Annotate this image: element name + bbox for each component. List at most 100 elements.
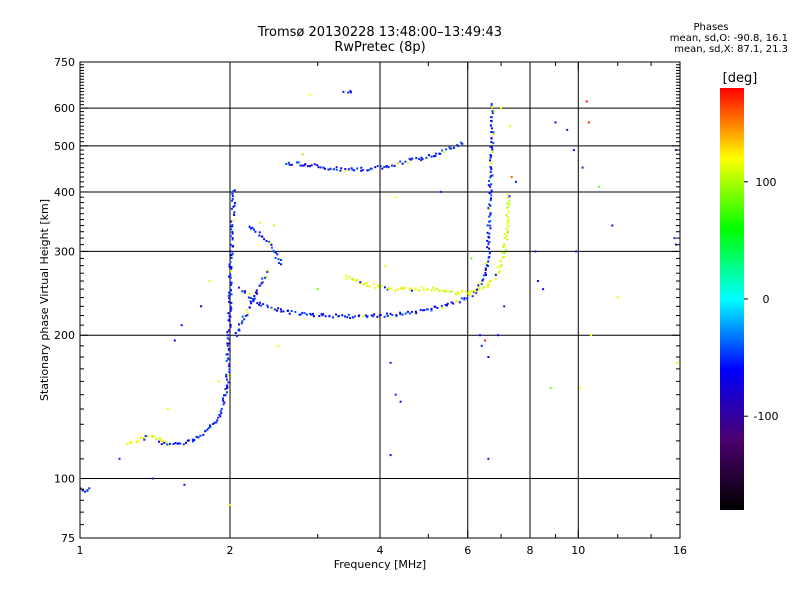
data-point: [260, 304, 263, 307]
data-point: [362, 315, 365, 318]
data-point: [301, 164, 304, 167]
data-point: [379, 165, 382, 168]
data-point: [387, 288, 390, 291]
data-point: [465, 290, 467, 293]
data-point: [341, 314, 344, 317]
data-point: [401, 162, 404, 165]
data-point: [165, 441, 168, 444]
data-point: [494, 273, 497, 276]
data-point: [231, 252, 234, 255]
data-point: [225, 359, 228, 362]
data-point: [241, 315, 244, 318]
data-point: [231, 237, 234, 240]
data-point: [277, 258, 280, 261]
x-tick-label: 6: [464, 544, 471, 557]
data-point: [418, 289, 421, 292]
data-point: [258, 303, 261, 306]
data-point: [259, 221, 262, 224]
phase-stats-heading: Phases: [693, 22, 729, 33]
data-point: [487, 207, 490, 210]
data-point: [383, 166, 386, 168]
data-point: [229, 250, 232, 253]
data-point: [250, 297, 252, 299]
data-point: [290, 310, 293, 312]
data-point: [228, 300, 231, 303]
data-point: [301, 153, 304, 156]
data-point: [318, 315, 321, 317]
data-point: [384, 264, 387, 267]
data-point: [324, 315, 327, 318]
data-point: [486, 285, 489, 288]
data-point: [344, 168, 347, 170]
data-point: [234, 332, 237, 334]
data-point: [503, 305, 506, 308]
data-point: [426, 308, 428, 311]
data-point: [229, 305, 232, 308]
data-point: [500, 107, 503, 110]
data-point: [217, 416, 220, 419]
data-point: [312, 312, 314, 315]
data-point: [498, 265, 501, 268]
data-point: [231, 225, 234, 228]
data-point: [233, 211, 236, 214]
data-point: [437, 289, 440, 292]
data-point: [399, 313, 402, 316]
data-point: [489, 212, 492, 215]
data-point: [209, 425, 212, 428]
data-point: [262, 303, 265, 306]
data-point: [229, 261, 232, 264]
chart-title: Tromsø 20130228 13:48:00–13:49:43: [257, 25, 503, 40]
data-point: [231, 232, 234, 235]
data-point: [238, 329, 241, 332]
data-point: [359, 281, 362, 284]
data-point: [252, 299, 255, 302]
data-point: [491, 151, 494, 153]
data-point: [225, 373, 228, 376]
data-point: [376, 315, 379, 318]
data-point: [228, 338, 231, 341]
data-point: [488, 208, 491, 211]
data-point: [443, 151, 446, 154]
data-point: [244, 315, 247, 317]
data-point: [273, 251, 276, 254]
data-point: [537, 280, 539, 282]
data-point: [374, 166, 377, 169]
data-point: [309, 312, 312, 315]
data-point: [195, 435, 198, 438]
data-point: [497, 271, 500, 274]
data-point: [428, 154, 430, 157]
data-point: [393, 164, 396, 167]
data-point: [579, 386, 582, 389]
data-point: [460, 297, 463, 300]
data-point: [452, 302, 455, 305]
data-point: [575, 250, 578, 253]
data-point: [270, 243, 273, 246]
data-point: [434, 305, 437, 308]
data-point: [275, 251, 277, 254]
data-point: [491, 148, 494, 151]
data-point: [306, 165, 309, 168]
chart-subtitle: RwPretec (8p): [334, 40, 426, 55]
data-point: [489, 116, 492, 118]
data-point: [166, 443, 169, 446]
data-point: [430, 155, 433, 158]
data-point: [410, 287, 413, 290]
data-point: [253, 228, 255, 231]
data-point: [304, 163, 307, 166]
y-tick-label: 400: [54, 186, 75, 199]
colorbar-tick-label: 0: [763, 293, 770, 306]
data-point: [229, 315, 232, 318]
data-point: [322, 313, 325, 316]
data-point: [486, 246, 489, 249]
data-point: [249, 300, 252, 303]
data-point: [487, 184, 490, 187]
data-point: [228, 363, 231, 366]
data-point: [218, 413, 221, 416]
data-point: [266, 304, 269, 307]
data-point: [674, 243, 677, 246]
data-point: [410, 310, 413, 313]
data-point: [507, 210, 510, 213]
data-point: [226, 331, 229, 334]
data-point: [222, 397, 224, 400]
